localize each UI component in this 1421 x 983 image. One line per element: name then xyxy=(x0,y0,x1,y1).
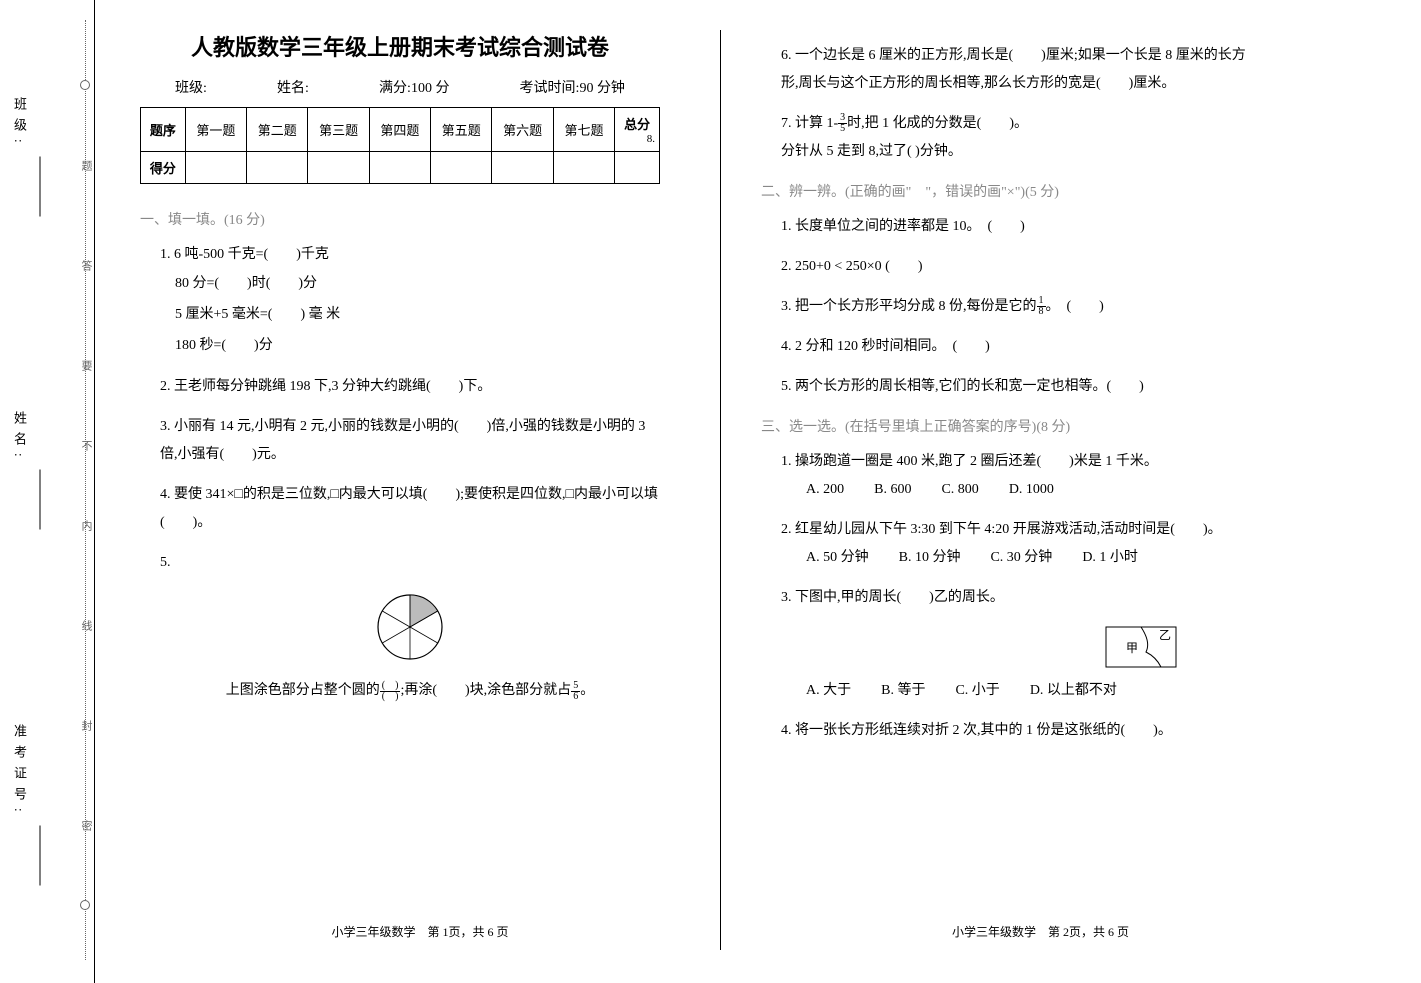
q2-4: 4. 2 分和 120 秒时间相同。 ( ) xyxy=(781,333,1260,361)
section-2-title: 二、辨一辨。(正确的画" "，错误的画"×")(5 分) xyxy=(761,181,1260,201)
td xyxy=(431,152,492,184)
q-line: 分针从 5 走到 8,过了( )分钟。 xyxy=(781,138,1260,166)
th: 第五题 xyxy=(431,108,492,152)
th: 第三题 xyxy=(308,108,369,152)
binding-margin: 班级: 姓名: 准考证号: 密 封 线 内 不 要 答 题 xyxy=(0,0,95,983)
q-line: 80 分=( )时( )分 xyxy=(175,269,660,300)
score-table: 题序 第一题 第二题 第三题 第四题 第五题 第六题 第七题 总分8. 得分 xyxy=(140,107,660,184)
q1-1: 1. 6 吨-500 千克=( )千克 80 分=( )时( )分 5 厘米+5… xyxy=(160,241,660,361)
q5-text: 上图涂色部分占整个圆的( )( );再涂( )块,涂色部分就占56。 xyxy=(160,677,660,705)
q-line: 2. 红星幼儿园从下午 3:30 到下午 4:20 开展游戏活动,活动时间是( … xyxy=(781,516,1260,544)
page-1: 人教版数学三年级上册期末考试综合测试卷 班级: 姓名: 满分:100 分 考试时… xyxy=(120,30,680,950)
section-3-title: 三、选一选。(在括号里填上正确答案的序号)(8 分) xyxy=(761,416,1260,436)
th: 第六题 xyxy=(492,108,553,152)
q3-2: 2. 红星幼儿园从下午 3:30 到下午 4:20 开展游戏活动,活动时间是( … xyxy=(781,516,1260,572)
td xyxy=(369,152,430,184)
punch-circle xyxy=(80,900,90,910)
seal-char: 线 xyxy=(78,620,94,637)
td xyxy=(553,152,614,184)
options: A. 200B. 600C. 800D. 1000 xyxy=(806,476,1260,504)
table-row: 题序 第一题 第二题 第三题 第四题 第五题 第六题 第七题 总分8. xyxy=(141,108,660,152)
seal-char: 密 xyxy=(78,820,94,837)
table-row: 得分 xyxy=(141,152,660,184)
svg-text:乙: 乙 xyxy=(1159,628,1171,642)
page-footer-1: 小学三年级数学 第 1页，共 6 页 xyxy=(140,923,700,940)
q-line: 1. 操场跑道一圈是 400 米,跑了 2 圈后还差( )米是 1 千米。 xyxy=(781,448,1260,476)
section-1-title: 一、填一填。(16 分) xyxy=(140,209,660,229)
td xyxy=(185,152,246,184)
q2-2: 2. 250+0 < 250×0 ( ) xyxy=(781,253,1260,281)
circle-figure xyxy=(370,587,450,667)
q2-3: 3. 把一个长方形平均分成 8 份,每份是它的18。 ( ) xyxy=(781,293,1260,321)
q-line: 180 秒=( )分 xyxy=(175,331,660,362)
q-label: 5. xyxy=(160,555,171,570)
seal-char: 封 xyxy=(78,720,94,737)
q3-3: 3. 下图中,甲的周长( )乙的周长。 甲 乙 A. 大于B. 等于C. 小于D… xyxy=(781,584,1260,705)
q-line: 3. 下图中,甲的周长( )乙的周长。 xyxy=(781,584,1260,612)
info-row: 班级: 姓名: 满分:100 分 考试时间:90 分钟 xyxy=(140,77,660,97)
seal-char: 题 xyxy=(78,160,94,177)
binding-label-name: 姓名: xyxy=(10,411,70,531)
th: 总分8. xyxy=(615,108,660,152)
binding-label-class: 班级: xyxy=(10,97,70,217)
q2-5: 5. 两个长方形的周长相等,它们的长和宽一定也相等。( ) xyxy=(781,373,1260,401)
page-footer-2: 小学三年级数学 第 2页，共 6 页 xyxy=(761,923,1320,940)
options: A. 大于B. 等于C. 小于D. 以上都不对 xyxy=(806,677,1260,705)
td xyxy=(492,152,553,184)
seal-char: 答 xyxy=(78,260,94,277)
q1-2: 2. 王老师每分钟跳绳 198 下,3 分钟大约跳绳( )下。 xyxy=(160,373,660,401)
options: A. 50 分钟B. 10 分钟C. 30 分钟D. 1 小时 xyxy=(806,544,1260,572)
binding-labels: 班级: 姓名: 准考证号: xyxy=(10,0,70,983)
q1-4: 4. 要使 341×□的积是三位数,□内最大可以填( );要使积是四位数,□内最… xyxy=(160,481,660,537)
seal-char: 不 xyxy=(78,440,94,457)
th: 题序 xyxy=(141,108,186,152)
q1-7: 7. 计算 1-35时,把 1 化成的分数是( )。 分针从 5 走到 8,过了… xyxy=(781,110,1260,166)
td xyxy=(615,152,660,184)
q-line: 1. 6 吨-500 千克=( )千克 xyxy=(160,241,660,269)
td xyxy=(247,152,308,184)
q3-1: 1. 操场跑道一圈是 400 米,跑了 2 圈后还差( )米是 1 千米。 A.… xyxy=(781,448,1260,504)
q1-5: 5. 上图涂色部分占整个圆的( )( );再涂( )块,涂色部分就占56。 xyxy=(160,549,660,705)
th: 第七题 xyxy=(553,108,614,152)
q1-3: 3. 小丽有 14 元,小明有 2 元,小丽的钱数是小明的( )倍,小强的钱数是… xyxy=(160,413,660,469)
q3-4: 4. 将一张长方形纸连续对折 2 次,其中的 1 份是这张纸的( )。 xyxy=(781,717,1260,745)
td xyxy=(308,152,369,184)
q-line: 5 厘米+5 毫米=( ) 毫 米 xyxy=(175,300,660,331)
full-score: 满分:100 分 xyxy=(379,77,449,97)
svg-text:甲: 甲 xyxy=(1126,641,1138,655)
exam-title: 人教版数学三年级上册期末考试综合测试卷 xyxy=(140,30,660,62)
perimeter-figure: 甲 乙 xyxy=(1101,617,1181,672)
th: 第一题 xyxy=(185,108,246,152)
class-field: 班级: xyxy=(175,77,207,97)
q1-6: 6. 一个边长是 6 厘米的正方形,周长是( )厘米;如果一个长是 8 厘米的长… xyxy=(781,42,1260,98)
q2-1: 1. 长度单位之间的进率都是 10。 ( ) xyxy=(781,213,1260,241)
page-2: 6. 一个边长是 6 厘米的正方形,周长是( )厘米;如果一个长是 8 厘米的长… xyxy=(720,30,1280,950)
punch-circle xyxy=(80,80,90,90)
seal-char: 内 xyxy=(78,520,94,537)
name-field: 姓名: xyxy=(277,77,309,97)
td: 得分 xyxy=(141,152,186,184)
seal-char: 要 xyxy=(78,360,94,377)
th: 第四题 xyxy=(369,108,430,152)
binding-label-id: 准考证号: xyxy=(10,724,70,886)
th: 第二题 xyxy=(247,108,308,152)
exam-time: 考试时间:90 分钟 xyxy=(520,77,625,97)
